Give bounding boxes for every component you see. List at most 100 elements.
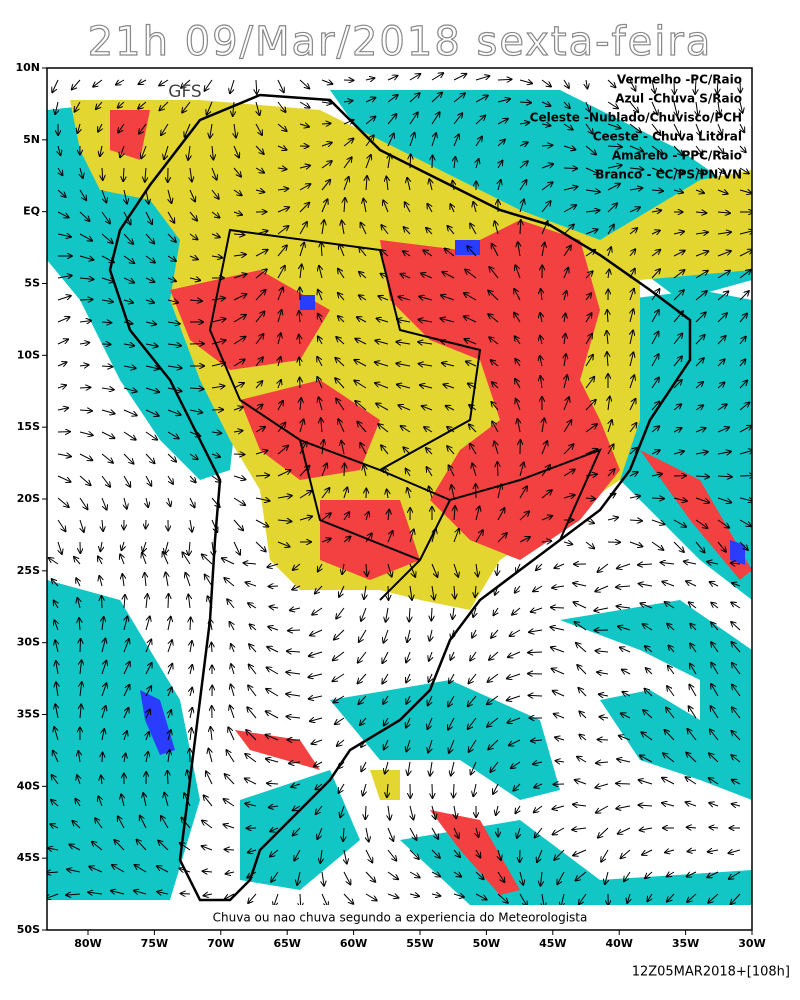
wind-arrow: [585, 123, 593, 134]
wind-arrow: [101, 431, 114, 438]
wind-arrow: [731, 602, 741, 609]
wind-arrow: [640, 828, 653, 830]
wind-arrow: [145, 387, 159, 392]
wind-arrow: [102, 167, 103, 180]
wind-arrow: [316, 805, 323, 814]
wind-arrow: [563, 397, 569, 411]
wind-arrow: [469, 424, 477, 433]
wind-arrow: [673, 451, 684, 454]
wind-arrow: [444, 384, 455, 388]
wind-arrow: [717, 167, 725, 173]
wind-arrow: [451, 485, 454, 499]
wind-arrow: [563, 101, 570, 108]
wind-arrow: [448, 717, 455, 730]
wind-arrow: [336, 399, 345, 411]
wind-arrow: [244, 563, 257, 564]
wind-arrow: [464, 339, 477, 345]
wind-arrow: [57, 275, 72, 278]
wind-arrow: [535, 827, 543, 837]
wind-arrow: [585, 498, 595, 499]
title: 21h 09/Mar/2018 sexta-feira: [88, 19, 713, 65]
wind-arrow: [717, 382, 724, 389]
lat-label: 50S: [17, 923, 40, 936]
wind-arrow: [387, 76, 397, 80]
wind-arrow: [686, 753, 697, 763]
wind-arrow: [601, 849, 609, 862]
wind-arrow: [299, 335, 300, 345]
wind-arrow: [93, 79, 103, 87]
wind-arrow: [255, 381, 262, 389]
lat-label: 5S: [24, 277, 40, 290]
wind-arrow: [102, 639, 105, 653]
wind-arrow: [168, 750, 170, 763]
wind-arrow: [651, 519, 664, 524]
wind-arrow: [211, 319, 225, 322]
wind-arrow: [629, 207, 640, 213]
wind-arrow: [717, 427, 729, 433]
wind-arrow: [222, 558, 235, 565]
wind-arrow: [711, 642, 719, 653]
wind-arrow: [690, 664, 697, 675]
wind-arrow: [519, 486, 527, 499]
wind-arrow: [555, 737, 565, 740]
wind-arrow: [667, 872, 675, 876]
wind-arrow: [531, 608, 543, 612]
wind-arrow: [449, 465, 455, 477]
wind-arrow: [453, 93, 465, 103]
wind-arrow: [76, 578, 80, 587]
wind-arrow: [689, 706, 697, 719]
wind-arrow: [322, 871, 324, 886]
wind-arrow: [78, 751, 80, 763]
wind-arrow: [651, 210, 661, 212]
wind-arrow: [739, 450, 752, 455]
wind-arrow: [586, 101, 590, 112]
wind-arrow: [520, 871, 523, 885]
wind-arrow: [472, 463, 476, 477]
wind-arrow: [419, 364, 433, 366]
wind-arrow: [497, 140, 505, 147]
wind-arrow: [624, 871, 631, 881]
wind-arrow: [255, 167, 264, 173]
wind-arrow: [233, 315, 246, 323]
wind-arrow: [441, 295, 455, 301]
wind-arrow: [145, 344, 158, 346]
wind-arrow: [520, 220, 521, 235]
wind-arrow: [673, 290, 684, 301]
wind-arrow: [473, 783, 476, 796]
wind-arrow: [739, 231, 752, 234]
wind-arrow: [497, 119, 508, 125]
wind-arrow: [578, 688, 587, 697]
wind-arrow: [695, 497, 709, 502]
wind-arrow: [123, 475, 130, 487]
wind-arrow: [52, 79, 59, 92]
wind-arrow: [470, 444, 477, 455]
wind-arrow: [607, 517, 618, 520]
wind-arrow: [57, 234, 71, 237]
wind-arrow: [255, 311, 264, 323]
wind-arrow: [340, 805, 344, 817]
wind-arrow: [57, 385, 66, 388]
wind-arrow: [689, 602, 697, 609]
wind-arrow: [454, 805, 456, 818]
wind-arrow: [387, 827, 393, 841]
wind-arrow: [79, 387, 90, 388]
wind-arrow: [488, 673, 499, 682]
wind-arrow: [717, 212, 730, 213]
wind-arrow: [231, 685, 234, 697]
wind-arrow: [717, 404, 727, 411]
wind-arrow: [52, 775, 59, 785]
wind-arrow: [277, 496, 292, 498]
wind-arrow: [359, 295, 367, 300]
wind-arrow: [299, 165, 310, 168]
wind-arrow: [146, 497, 148, 507]
wind-arrow: [585, 190, 600, 192]
wind-arrow: [249, 644, 257, 653]
wind-arrow: [596, 651, 609, 652]
wind-arrow: [695, 232, 708, 234]
wind-arrow: [120, 554, 124, 565]
wind-arrow: [418, 320, 433, 322]
wind-arrow: [597, 672, 609, 674]
wind-arrow: [529, 630, 543, 632]
wind-arrow: [55, 704, 58, 719]
wind-arrow: [695, 313, 706, 323]
